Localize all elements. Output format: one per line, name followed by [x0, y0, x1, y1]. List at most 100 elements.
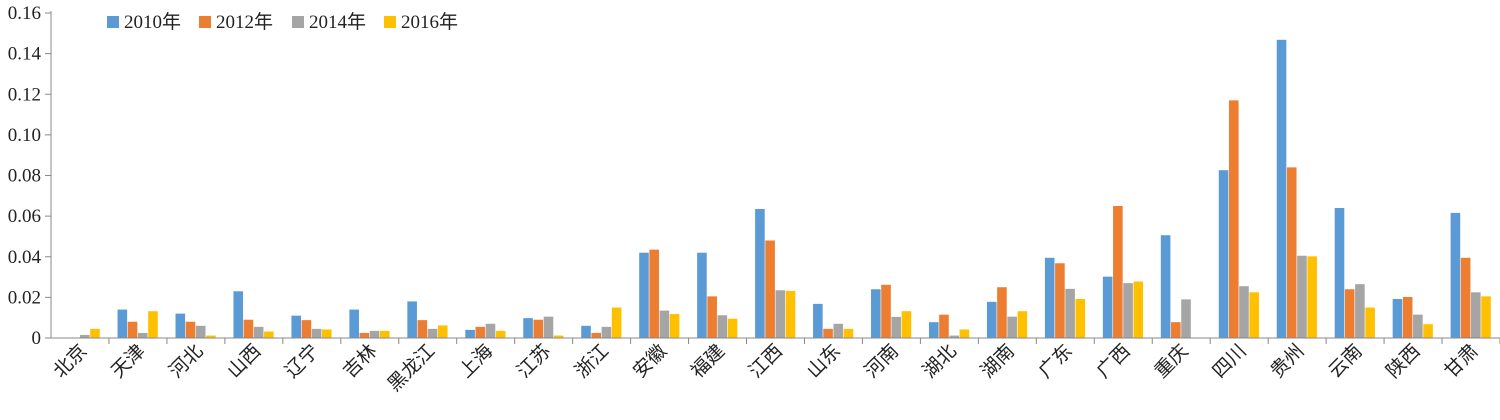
bar: [997, 287, 1007, 338]
bar: [195, 325, 206, 338]
bar: [1017, 311, 1028, 338]
bar: [775, 290, 786, 338]
bar: [1160, 235, 1171, 338]
legend: 2010年 2012年 2014年 2016年: [107, 11, 458, 33]
bar: [465, 329, 475, 338]
x-tick-label: 吉林: [339, 340, 381, 382]
bar: [1365, 307, 1375, 338]
bar: [986, 301, 997, 338]
bar: [1249, 292, 1259, 338]
bar: [1075, 299, 1086, 338]
bar: [1297, 255, 1307, 338]
bar: [379, 330, 390, 338]
x-tick-label: 福建: [687, 340, 729, 382]
bar: [127, 321, 138, 338]
bar: [1239, 286, 1249, 338]
bar: [137, 332, 148, 338]
bar: [175, 313, 186, 338]
x-tick-label: 河北: [165, 340, 207, 382]
bar: [1471, 292, 1481, 338]
legend-swatch: [292, 16, 304, 28]
bar: [659, 310, 670, 338]
bar: [1450, 212, 1461, 338]
x-tick-label: 江苏: [513, 340, 555, 382]
bar: [727, 318, 738, 338]
bar: [79, 334, 90, 338]
bar: [1276, 39, 1287, 338]
x-tick-label: 湖北: [918, 340, 960, 382]
bar: [359, 332, 370, 338]
bar: [669, 314, 680, 338]
bar: [243, 319, 254, 338]
bar: [928, 322, 939, 338]
bar: [833, 323, 844, 338]
bar: [148, 311, 158, 338]
bar: [601, 326, 612, 338]
bar: [533, 319, 544, 338]
x-tick-label: 云南: [1324, 340, 1366, 382]
bar: [649, 249, 659, 338]
bar: [475, 326, 486, 338]
bar: [1102, 276, 1113, 338]
y-tick-label: 0.06: [8, 206, 41, 227]
bar: [765, 240, 775, 338]
y-tick-label: 0.04: [8, 247, 42, 268]
bar: [813, 303, 823, 338]
bar: [1286, 167, 1297, 338]
bar: [233, 291, 244, 338]
x-tick-label: 上海: [455, 340, 497, 382]
bar: [1044, 257, 1055, 338]
bar: [1334, 208, 1345, 338]
x-tick-label: 辽宁: [281, 340, 323, 382]
bar: [1481, 296, 1491, 338]
bar: [843, 328, 854, 338]
bar: [697, 252, 707, 338]
bar: [1423, 324, 1433, 338]
bar: [1307, 256, 1317, 338]
bar: [1055, 263, 1065, 338]
legend-swatch: [384, 16, 396, 28]
x-tick-label: 湖南: [976, 340, 1018, 382]
bar: [1344, 289, 1355, 338]
x-tick-label: 山西: [223, 340, 265, 382]
bar: [1113, 205, 1123, 338]
x-tick-label: 黑龙江: [383, 340, 439, 396]
bar: [1218, 170, 1229, 338]
legend-swatch: [107, 16, 119, 28]
axes: [50, 11, 1500, 339]
bar: [1181, 299, 1191, 338]
bar: [891, 316, 902, 338]
bar: [1133, 281, 1144, 338]
bar: [581, 325, 591, 338]
bar: [707, 296, 717, 338]
bar: [523, 318, 533, 338]
legend-swatch: [199, 16, 211, 28]
x-tick-label: 天津: [107, 340, 149, 382]
x-tick-label: 贵州: [1266, 340, 1308, 382]
x-tick-label: 甘肃: [1440, 340, 1482, 382]
bar: [1171, 322, 1181, 338]
bar: [881, 284, 891, 338]
legend-label: 2012年: [216, 11, 273, 33]
bar: [185, 321, 196, 338]
bar: [717, 315, 728, 338]
bar: [206, 335, 216, 338]
bar: [553, 335, 564, 338]
bar: [1228, 100, 1239, 338]
bar: [349, 309, 359, 338]
bar: [639, 252, 649, 338]
bar: [437, 325, 448, 338]
y-tick-label: 0.08: [8, 166, 41, 187]
x-tick-label: 北京: [49, 340, 91, 382]
bar: [427, 328, 438, 338]
bars-group: [79, 39, 1491, 338]
legend-label: 2016年: [401, 11, 458, 33]
y-tick-label: 0.10: [8, 125, 41, 146]
bar: [322, 329, 332, 338]
bar: [1065, 288, 1075, 338]
bar: [253, 326, 264, 338]
bar: [959, 329, 970, 338]
x-tick-label: 重庆: [1150, 340, 1192, 382]
bar: [417, 320, 428, 338]
